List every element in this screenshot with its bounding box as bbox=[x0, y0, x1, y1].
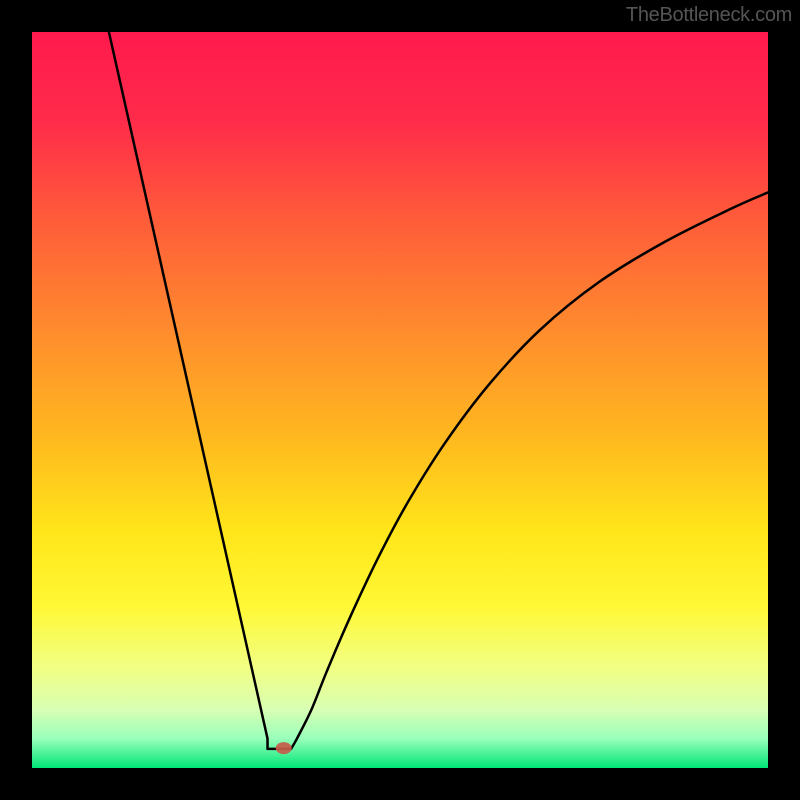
chart-svg bbox=[32, 32, 768, 768]
watermark-text: TheBottleneck.com bbox=[626, 4, 792, 27]
optimal-point-marker bbox=[276, 742, 292, 754]
gradient-background bbox=[32, 32, 768, 768]
chart-plot-area bbox=[32, 32, 768, 768]
